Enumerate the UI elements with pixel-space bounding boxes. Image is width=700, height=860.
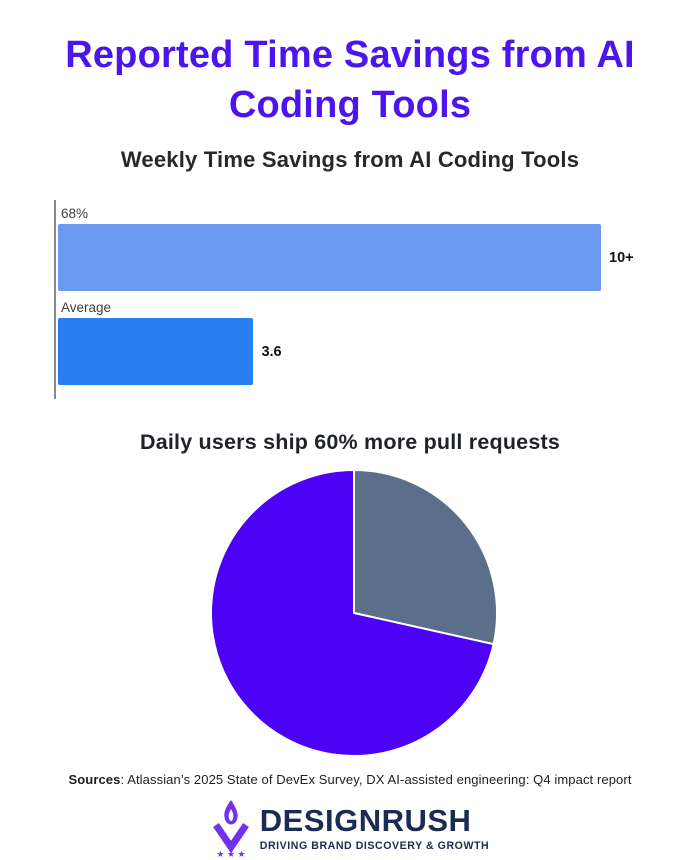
page-title-line1: Reported Time Savings from AI [65, 34, 635, 76]
page-title: Reported Time Savings from AI Coding Too… [0, 30, 700, 130]
bar-chart: 68% 10+ Average 3.6 [54, 200, 648, 399]
sources-line: Sources: Atlassian’s 2025 State of DevEx… [0, 772, 700, 787]
logo-name: DESIGNRUSH [259, 803, 472, 838]
bar-10plus [58, 224, 601, 291]
page-title-line2: Coding Tools [228, 84, 472, 127]
logo-text-block: DESIGNRUSH DRIVING BRAND DISCOVERY & GRO… [260, 805, 490, 852]
bar-group-average: Average 3.6 [58, 297, 648, 385]
bar-value-label: 3.6 [261, 343, 282, 360]
sources-label: Sources [68, 772, 121, 787]
pie-slice-2 [210, 469, 495, 757]
bar-chart-title: Weekly Time Savings from AI Coding Tools [120, 147, 580, 172]
pie-chart-title: Daily users ship 60% more pull requests [139, 430, 561, 454]
logo-stars: ★ ★ ★ [216, 849, 245, 858]
flame-v-stars-icon: ★ ★ ★ [212, 800, 249, 858]
pie-chart [210, 469, 498, 757]
logo-tagline: DRIVING BRAND DISCOVERY & GROWTH [259, 840, 490, 852]
bar-category-label: 68% [61, 206, 89, 221]
bar-value-label: 10+ [609, 249, 634, 266]
bar-group-68pct: 68% 10+ [58, 203, 648, 291]
bar-category-label: Average [61, 300, 112, 315]
brand-logo: ★ ★ ★ DESIGNRUSH DRIVING BRAND DISCOVERY… [0, 799, 700, 858]
pie-slice-1 [353, 469, 498, 646]
sources-text: : Atlassian’s 2025 State of DevEx Survey… [120, 772, 632, 787]
bar-average [58, 318, 254, 385]
